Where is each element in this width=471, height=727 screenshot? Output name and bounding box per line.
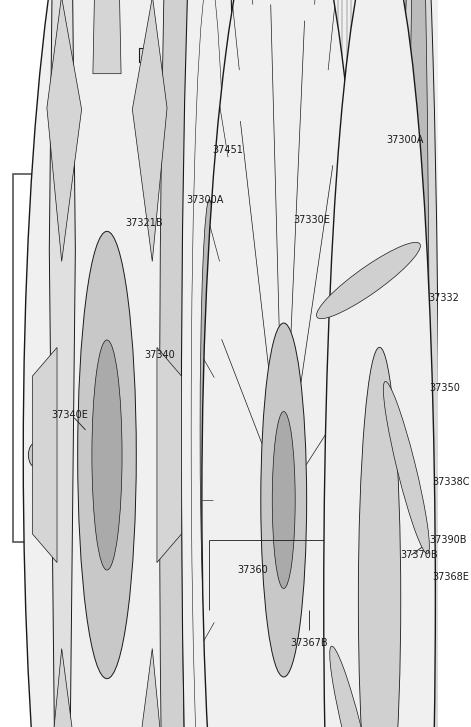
- Ellipse shape: [398, 0, 439, 727]
- Ellipse shape: [272, 411, 295, 588]
- Ellipse shape: [297, 0, 329, 230]
- Ellipse shape: [23, 0, 191, 727]
- Text: 37332: 37332: [428, 293, 459, 303]
- Bar: [338, 229, 384, 727]
- Polygon shape: [93, 0, 121, 73]
- Ellipse shape: [181, 0, 237, 727]
- Circle shape: [371, 678, 395, 718]
- Ellipse shape: [261, 323, 307, 677]
- Ellipse shape: [317, 242, 421, 318]
- Text: 37300A: 37300A: [186, 195, 223, 205]
- Ellipse shape: [200, 199, 219, 661]
- Ellipse shape: [407, 0, 430, 727]
- Text: 37368E: 37368E: [432, 572, 470, 582]
- Ellipse shape: [92, 340, 122, 570]
- Text: 37350: 37350: [430, 383, 461, 393]
- Circle shape: [245, 244, 249, 250]
- Circle shape: [406, 92, 413, 102]
- Circle shape: [205, 103, 214, 117]
- Text: 37330E: 37330E: [293, 215, 330, 225]
- Text: 37321B: 37321B: [125, 218, 163, 228]
- Text: 37300A: 37300A: [386, 135, 423, 145]
- Circle shape: [28, 443, 43, 467]
- Polygon shape: [32, 348, 57, 563]
- Polygon shape: [157, 348, 182, 563]
- Ellipse shape: [358, 348, 401, 727]
- Polygon shape: [132, 0, 167, 262]
- Bar: [236, 233, 252, 253]
- Ellipse shape: [96, 0, 193, 727]
- Ellipse shape: [324, 0, 435, 727]
- Polygon shape: [49, 0, 75, 727]
- Text: 37451: 37451: [212, 145, 244, 155]
- Ellipse shape: [313, 121, 385, 727]
- Ellipse shape: [306, 54, 320, 166]
- Polygon shape: [47, 0, 81, 262]
- Ellipse shape: [379, 60, 402, 561]
- Ellipse shape: [276, 0, 422, 727]
- Ellipse shape: [286, 0, 402, 423]
- Circle shape: [433, 282, 457, 322]
- Ellipse shape: [202, 0, 365, 727]
- Ellipse shape: [383, 382, 430, 554]
- Bar: [13, 174, 427, 542]
- Ellipse shape: [354, 0, 471, 727]
- Ellipse shape: [182, 0, 208, 727]
- Ellipse shape: [330, 646, 376, 727]
- Circle shape: [423, 513, 432, 528]
- Circle shape: [406, 105, 413, 115]
- Circle shape: [402, 84, 426, 124]
- Text: 37360: 37360: [237, 565, 268, 575]
- Text: 37338C: 37338C: [432, 477, 470, 487]
- Polygon shape: [47, 648, 81, 727]
- Circle shape: [433, 678, 457, 718]
- Bar: [363, 316, 376, 727]
- Text: 37370B: 37370B: [400, 550, 438, 560]
- Ellipse shape: [393, 269, 435, 727]
- Ellipse shape: [195, 0, 372, 727]
- Ellipse shape: [270, 0, 419, 511]
- Text: 37340E: 37340E: [51, 410, 88, 420]
- Circle shape: [240, 236, 248, 249]
- Ellipse shape: [359, 0, 422, 727]
- Ellipse shape: [186, 0, 288, 727]
- Polygon shape: [132, 648, 167, 727]
- Bar: [346, 316, 359, 727]
- Ellipse shape: [235, 0, 333, 675]
- Circle shape: [56, 239, 69, 261]
- Ellipse shape: [78, 231, 136, 678]
- Ellipse shape: [296, 0, 378, 331]
- Ellipse shape: [222, 118, 252, 518]
- Ellipse shape: [230, 225, 244, 411]
- Ellipse shape: [160, 0, 197, 727]
- Text: 37390B: 37390B: [430, 535, 467, 545]
- FancyBboxPatch shape: [139, 48, 150, 63]
- Circle shape: [371, 282, 395, 322]
- Text: 37340: 37340: [144, 350, 175, 360]
- Ellipse shape: [130, 95, 158, 475]
- Circle shape: [406, 118, 413, 128]
- Text: 37367B: 37367B: [290, 638, 328, 648]
